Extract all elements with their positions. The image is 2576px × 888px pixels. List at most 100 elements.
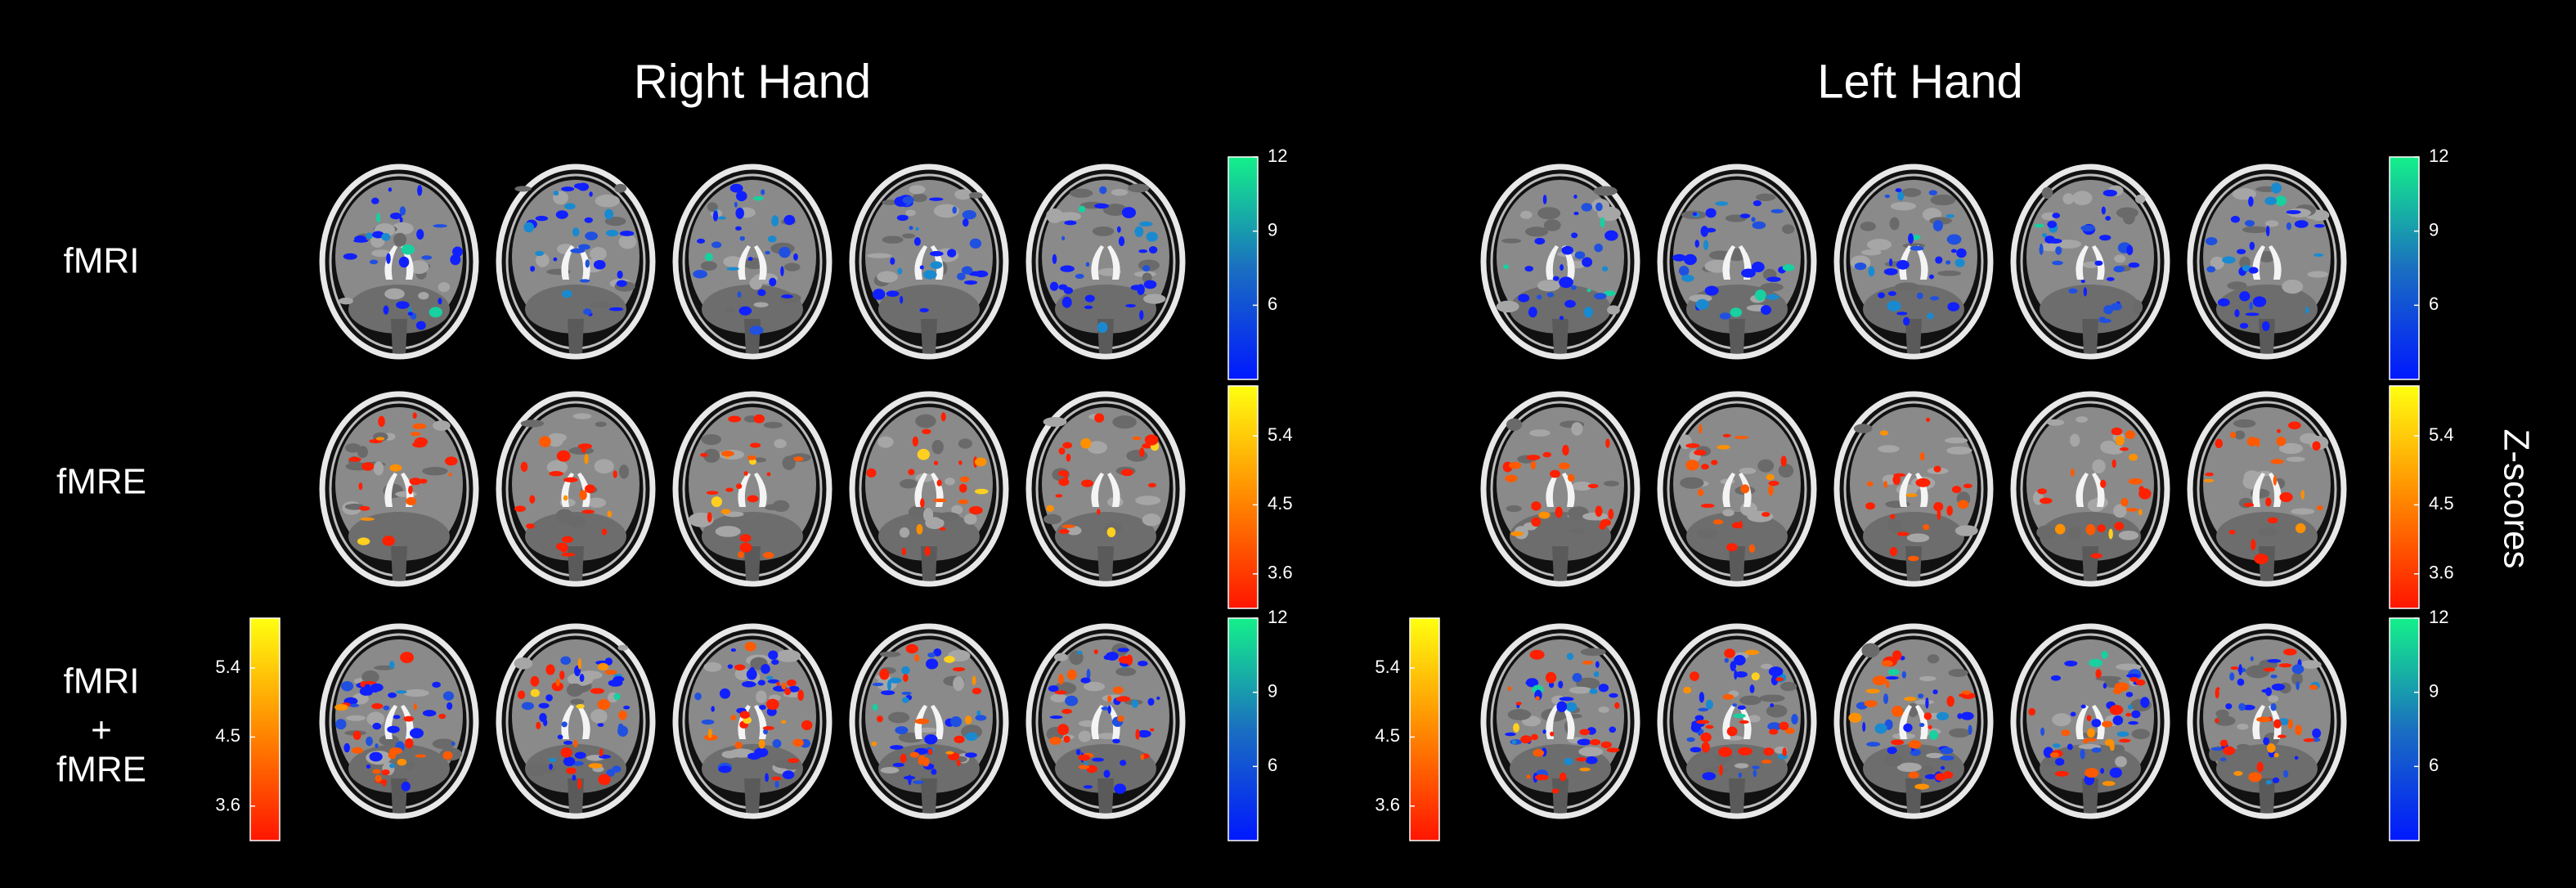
tick-label: 4.5: [1375, 725, 1400, 746]
gyrus: [902, 233, 916, 239]
gyrus: [1043, 417, 1067, 427]
activation: [1513, 723, 1519, 733]
activation: [366, 764, 371, 769]
ventricle: [1722, 705, 1735, 739]
gyrus: [702, 448, 720, 463]
activation: [1061, 524, 1075, 528]
brainstem: [921, 319, 937, 353]
ventricle: [1915, 245, 1928, 280]
activation: [1887, 747, 1897, 755]
activation: [572, 760, 584, 766]
ventricle: [1722, 473, 1735, 507]
activation: [1531, 501, 1542, 511]
gyrus: [1580, 648, 1606, 657]
activation: [1586, 756, 1598, 765]
brain-slice: [2010, 164, 2170, 360]
activation: [348, 456, 361, 462]
activation: [561, 721, 568, 728]
activation: [530, 675, 540, 687]
activation: [2270, 703, 2277, 711]
activation: [2219, 757, 2227, 761]
activation: [1534, 237, 1546, 245]
gyrus: [2134, 194, 2146, 204]
activation: [1722, 433, 1731, 437]
activation: [1564, 299, 1576, 308]
activation: [2256, 761, 2264, 773]
activation: [386, 253, 391, 264]
ventricle: [1091, 245, 1104, 280]
activation: [2115, 435, 2125, 446]
activation: [1698, 707, 1709, 712]
activation: [1559, 697, 1574, 702]
activation: [593, 259, 606, 270]
activation: [623, 705, 631, 710]
activation: [1724, 648, 1735, 658]
activation: [747, 495, 759, 503]
activation: [1683, 253, 1697, 266]
activation: [767, 235, 777, 243]
gyrus: [1571, 422, 1583, 436]
activation: [2039, 497, 2053, 505]
gyrus: [536, 253, 550, 267]
activation: [929, 251, 944, 257]
activation: [1732, 713, 1746, 719]
activation: [2114, 522, 2125, 531]
activation: [372, 769, 381, 774]
activation: [399, 206, 406, 216]
gyrus: [1142, 514, 1161, 527]
activation: [2125, 712, 2132, 717]
activation: [561, 186, 575, 192]
activation: [1907, 555, 1919, 562]
activation: [974, 270, 989, 278]
activation: [1559, 316, 1564, 321]
cerebellum: [1510, 285, 1611, 334]
activation: [1603, 290, 1616, 296]
activation: [890, 257, 895, 265]
tick-label: 3.6: [215, 795, 240, 815]
activation: [1928, 730, 1939, 740]
activation: [360, 517, 375, 521]
activation: [1093, 649, 1098, 655]
activation: [387, 725, 400, 733]
activation: [1768, 666, 1784, 677]
activation: [1573, 194, 1577, 200]
activation: [1135, 729, 1140, 740]
cerebellum: [525, 285, 626, 334]
gyrus: [749, 276, 763, 290]
activation: [2091, 747, 2102, 753]
activation: [897, 267, 903, 275]
activation: [2080, 704, 2086, 709]
activation: [1526, 774, 1531, 779]
gyrus: [1866, 239, 1892, 251]
panel-title: Left Hand: [1817, 55, 2023, 108]
activation: [1768, 480, 1779, 487]
gyrus: [1930, 194, 1956, 206]
activation: [2050, 675, 2062, 681]
activation: [1770, 703, 1775, 708]
activation: [1542, 451, 1551, 458]
activation: [1928, 190, 1938, 196]
gyrus: [774, 438, 787, 449]
activation: [956, 760, 961, 766]
gyrus: [2067, 526, 2081, 540]
activation: [2101, 650, 2108, 659]
activation: [2242, 265, 2251, 271]
activation: [553, 191, 559, 196]
gyrus: [701, 433, 722, 446]
gyrus: [2210, 256, 2224, 270]
gyrus: [1111, 188, 1129, 196]
activation: [1886, 680, 1890, 688]
gyrus: [2036, 525, 2057, 540]
activation: [514, 505, 526, 512]
activation: [549, 763, 553, 770]
gyrus: [1112, 415, 1137, 429]
activation: [753, 195, 764, 201]
activation: [1947, 302, 1960, 312]
gyrus: [393, 232, 407, 247]
activation: [1933, 502, 1944, 512]
activation: [2091, 719, 2102, 728]
gyrus: [395, 491, 417, 498]
gyrus: [2215, 709, 2229, 719]
brainstem: [1905, 546, 1922, 581]
activation: [1770, 209, 1784, 213]
